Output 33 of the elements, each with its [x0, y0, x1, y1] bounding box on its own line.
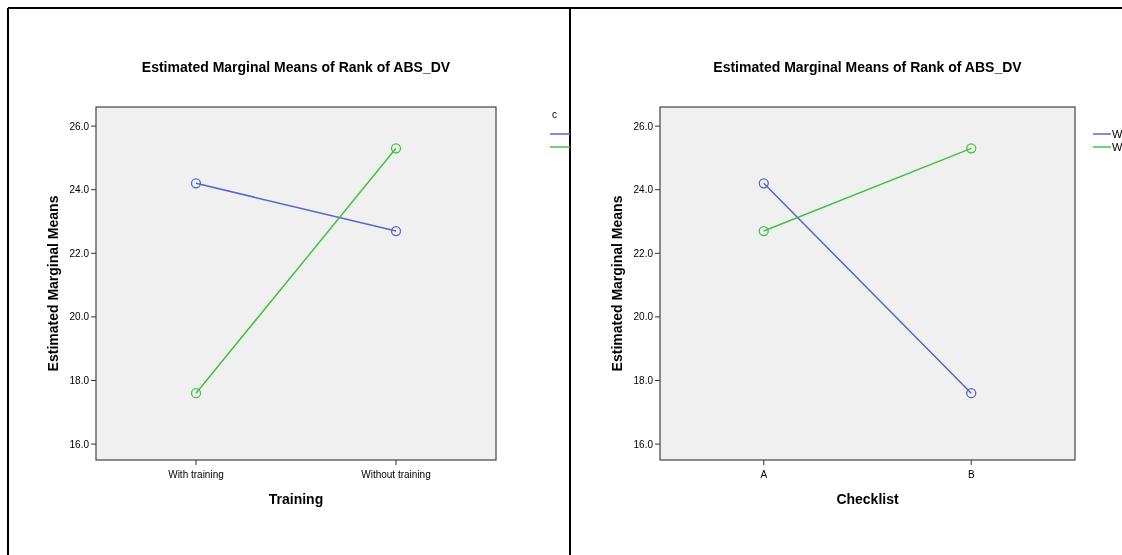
point — [758, 178, 769, 189]
x-tick-label: With training — [168, 469, 224, 480]
y-tick-label: 24.0 — [633, 184, 654, 196]
y-tick-label: 20.0 — [69, 311, 90, 323]
point — [758, 225, 769, 237]
y-axis-title: Estimated Marginal Means — [609, 195, 625, 372]
point — [966, 143, 977, 154]
point — [190, 178, 202, 189]
x-axis-title: Checklist — [836, 491, 899, 507]
y-tick-label: 20.0 — [633, 311, 654, 323]
y-tick-label: 18.0 — [69, 375, 90, 386]
point — [966, 388, 977, 399]
x-tick-label: B — [967, 469, 975, 480]
y-tick-label: 18.0 — [633, 375, 654, 386]
legend-title: c — [552, 109, 557, 120]
y-tick-label: 24.0 — [69, 184, 90, 196]
point — [390, 143, 402, 154]
y-tick-label: 26.0 — [69, 120, 90, 132]
x-axis-title: Training — [268, 491, 324, 507]
point — [390, 225, 402, 237]
chart-title: Estimated Marginal Means of Rank of ABS_DV — [141, 59, 451, 75]
y-tick-label: 22.0 — [69, 247, 90, 259]
y-tick-label: 22.0 — [633, 247, 654, 259]
x-tick-label: A — [760, 469, 768, 480]
x-tick-label: Without training — [361, 469, 431, 480]
y-tick-label: 16.0 — [69, 438, 90, 450]
point — [190, 388, 202, 399]
legend-label: W — [1112, 127, 1122, 140]
y-tick-label: 26.0 — [633, 120, 654, 132]
y-tick-label: 16.0 — [633, 438, 654, 450]
legend-label: W — [1112, 140, 1122, 153]
y-axis-title: Estimated Marginal Means — [45, 195, 61, 372]
chart-title: Estimated Marginal Means of Rank of ABS_DV — [713, 59, 1023, 75]
